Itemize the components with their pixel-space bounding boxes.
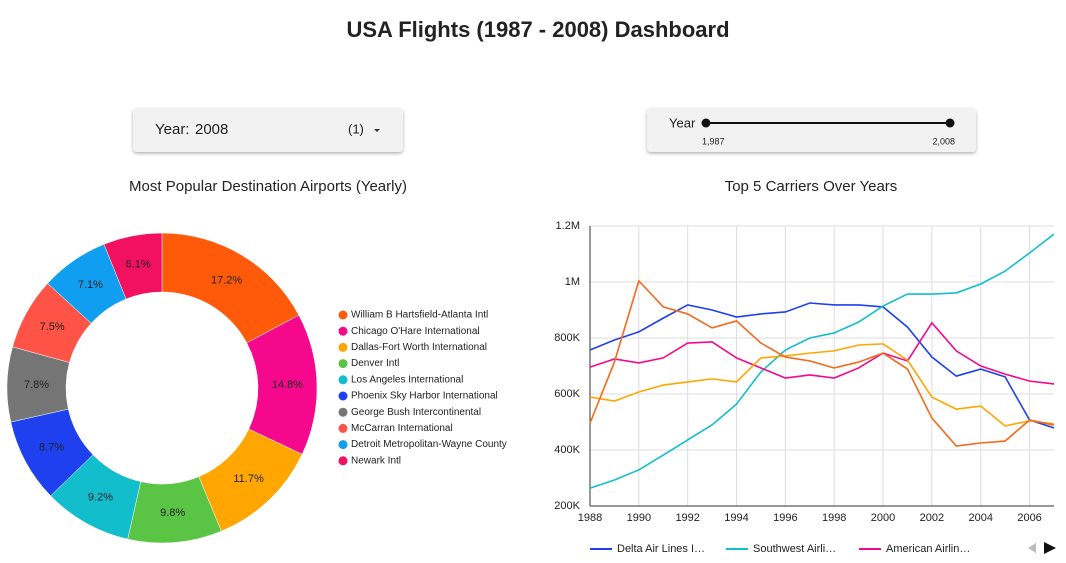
series-line (589, 233, 1055, 489)
legend-label: American Airlin… (886, 543, 970, 555)
legend-label: Southwest Airli… (753, 543, 836, 555)
filter-box[interactable] (133, 108, 403, 152)
series-line (589, 321, 1055, 385)
x-tick-label: 1998 (822, 512, 846, 524)
legend-marker (338, 440, 348, 450)
legend-marker (338, 359, 348, 369)
x-tick-label: 1996 (773, 512, 797, 524)
y-tick-label: 800K (554, 332, 580, 344)
slice-label: 17.2% (211, 274, 242, 286)
series-line (589, 343, 1055, 427)
legend-prev[interactable] (1028, 543, 1036, 553)
legend-marker (338, 326, 348, 336)
legend-label: Detroit Metropolitan-Wayne County (351, 439, 507, 450)
legend-marker (338, 310, 348, 320)
filter-count: (1) (348, 121, 364, 136)
dropdown-caret[interactable] (374, 129, 380, 132)
legend-label: George Bush Intercontinental (351, 407, 481, 418)
legend-label: Dallas-Fort Worth International (351, 342, 487, 353)
legend-label: Los Angeles International (351, 374, 463, 385)
slice-label: 11.7% (233, 473, 264, 485)
slice-label: 7.1% (78, 279, 103, 291)
slice-label: 8.7% (39, 442, 64, 454)
dashboard-title: USA Flights (1987 - 2008) Dashboard (346, 17, 729, 42)
legend-marker (338, 423, 348, 433)
y-tick-label: 1M (565, 276, 580, 288)
x-tick-label: 1990 (627, 512, 651, 524)
x-tick-label: 1992 (675, 512, 699, 524)
slider-handle[interactable] (701, 118, 711, 128)
slider-box[interactable] (647, 108, 976, 152)
legend-label: McCarran International (351, 423, 453, 434)
legend-marker (338, 375, 348, 385)
x-tick-label: 2006 (1017, 512, 1041, 524)
filter-label: Year: (155, 121, 189, 138)
legend-label: William B Hartsfield-Atlanta Intl (351, 310, 488, 321)
legend-marker (338, 407, 348, 417)
series-line (589, 279, 1055, 447)
legend-label: Phoenix Sky Harbor International (351, 391, 498, 402)
slice-label: 6.1% (126, 259, 151, 271)
x-tick-label: 1988 (578, 512, 602, 524)
filter-value: 2008 (195, 121, 228, 138)
slice-label: 7.5% (40, 321, 65, 333)
legend-marker (338, 456, 348, 466)
y-tick-label: 1.2M (556, 220, 580, 232)
legend-label: Denver Intl (351, 358, 399, 369)
slider-handle[interactable] (945, 118, 955, 128)
chart-title: Most Popular Destination Airports (Yearl… (129, 178, 407, 195)
slider-max: 2,008 (932, 136, 955, 146)
legend-label: Chicago O'Hare International (351, 326, 480, 337)
year-filter[interactable]: Year: 2008 (1) (133, 108, 403, 152)
year-slider[interactable]: Year 1,987 2,008 (647, 108, 976, 152)
slice-label: 9.2% (88, 491, 113, 503)
slice-label: 14.8% (272, 379, 303, 391)
legend-marker (338, 391, 348, 401)
slider-min: 1,987 (702, 136, 725, 146)
y-tick-label: 400K (554, 444, 580, 456)
x-tick-label: 1994 (724, 512, 748, 524)
legend-next[interactable] (1044, 542, 1056, 554)
series-line (589, 302, 1055, 429)
legend-marker (338, 342, 348, 352)
slice-label: 9.8% (160, 507, 185, 519)
legend-label: Newark Intl (351, 455, 401, 466)
x-tick-label: 2002 (920, 512, 944, 524)
slice-label: 7.8% (24, 379, 49, 391)
x-tick-label: 2000 (871, 512, 895, 524)
x-tick-label: 2004 (968, 512, 992, 524)
slider-label: Year (669, 115, 696, 130)
y-tick-label: 200K (554, 500, 580, 512)
y-tick-label: 600K (554, 388, 580, 400)
legend-label: Delta Air Lines I… (617, 543, 705, 555)
chart-title: Top 5 Carriers Over Years (725, 178, 898, 195)
donut-slice (103, 232, 163, 300)
